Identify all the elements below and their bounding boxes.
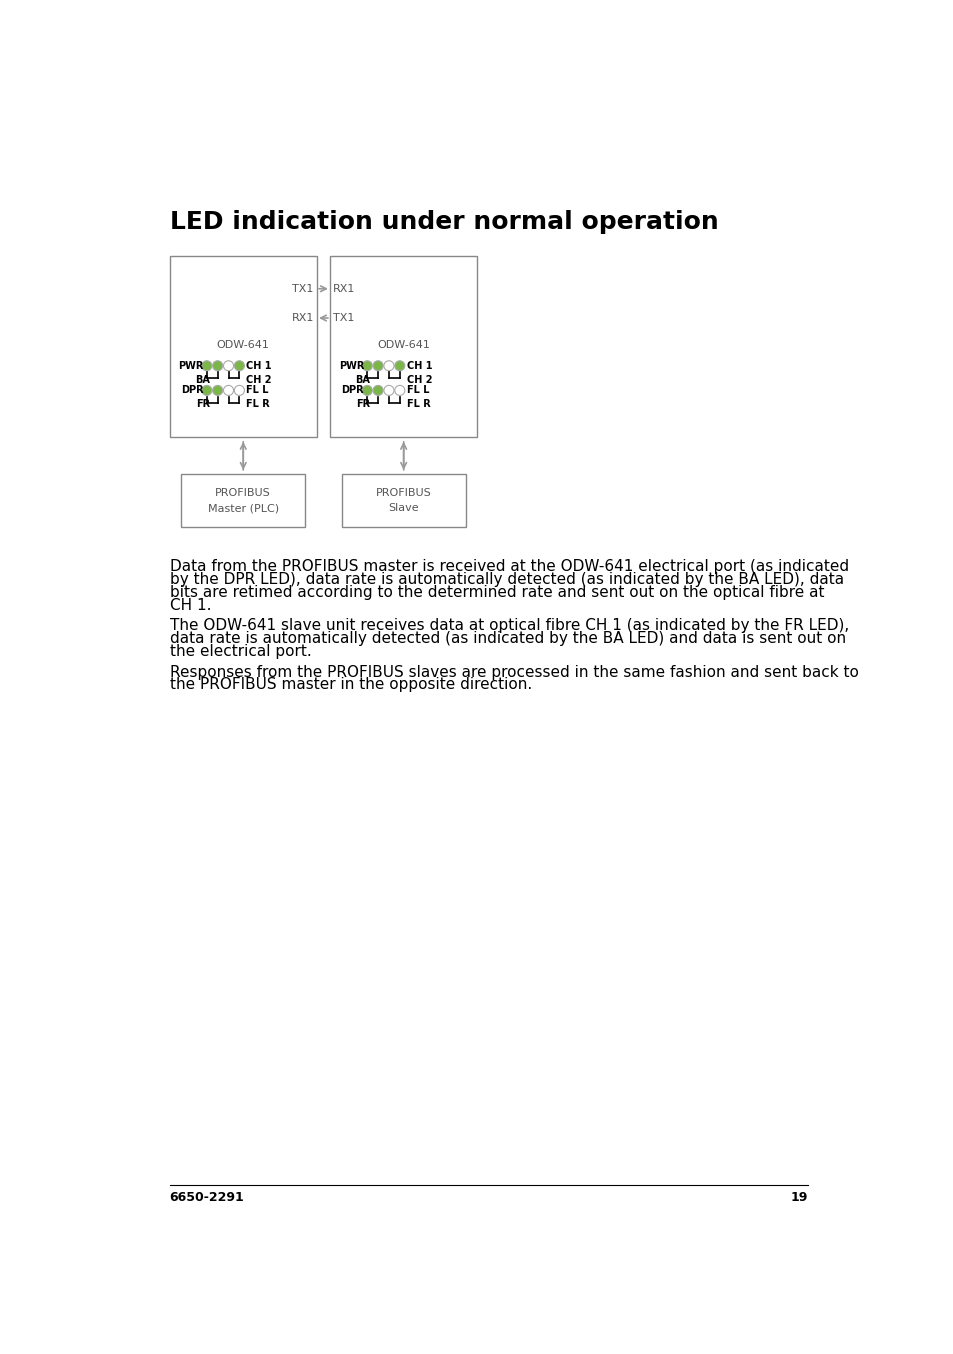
Text: FR: FR — [355, 399, 370, 409]
Text: DPR: DPR — [341, 386, 364, 395]
Text: Data from the PROFIBUS master is received at the ODW-641 electrical port (as ind: Data from the PROFIBUS master is receive… — [170, 559, 848, 574]
Text: PWR: PWR — [338, 360, 364, 371]
Text: the PROFIBUS master in the opposite direction.: the PROFIBUS master in the opposite dire… — [170, 677, 532, 692]
Bar — [181, 474, 305, 527]
Text: Responses from the PROFIBUS slaves are processed in the same fashion and sent ba: Responses from the PROFIBUS slaves are p… — [170, 665, 858, 680]
Text: PWR: PWR — [178, 360, 204, 371]
Text: CH 1: CH 1 — [406, 360, 432, 371]
Text: by the DPR LED), data rate is automatically detected (as indicated by the BA LED: by the DPR LED), data rate is automatica… — [170, 571, 842, 586]
Text: RX1: RX1 — [291, 313, 314, 324]
Circle shape — [234, 360, 244, 371]
Text: PROFIBUS: PROFIBUS — [215, 487, 271, 498]
Circle shape — [202, 386, 212, 395]
Text: the electrical port.: the electrical port. — [170, 645, 311, 659]
Text: PROFIBUS: PROFIBUS — [375, 487, 431, 498]
Text: FL L: FL L — [246, 386, 269, 395]
Circle shape — [362, 386, 372, 395]
Circle shape — [395, 360, 404, 371]
Text: TX1: TX1 — [333, 313, 355, 324]
Text: FR: FR — [195, 399, 210, 409]
Text: BA: BA — [194, 375, 210, 385]
Text: BA: BA — [355, 375, 370, 385]
Text: RX1: RX1 — [333, 284, 355, 294]
Text: bits are retimed according to the determined rate and sent out on the optical fi: bits are retimed according to the determ… — [170, 585, 823, 600]
Bar — [330, 256, 476, 437]
Text: DPR: DPR — [181, 386, 204, 395]
Circle shape — [234, 386, 244, 395]
Circle shape — [373, 360, 383, 371]
Circle shape — [383, 360, 394, 371]
Text: CH 2: CH 2 — [246, 375, 272, 385]
Text: Slave: Slave — [388, 504, 418, 513]
Circle shape — [213, 360, 222, 371]
Text: CH 1: CH 1 — [246, 360, 272, 371]
Text: ODW-641: ODW-641 — [376, 340, 430, 349]
Circle shape — [395, 386, 404, 395]
Text: Master (PLC): Master (PLC) — [208, 504, 278, 513]
Text: LED indication under normal operation: LED indication under normal operation — [170, 210, 718, 234]
Bar — [341, 474, 465, 527]
Circle shape — [383, 386, 394, 395]
Text: TX1: TX1 — [292, 284, 314, 294]
Bar — [170, 256, 316, 437]
Text: CH 1.: CH 1. — [170, 597, 211, 612]
Circle shape — [223, 386, 233, 395]
Text: The ODW-641 slave unit receives data at optical fibre CH 1 (as indicated by the : The ODW-641 slave unit receives data at … — [170, 619, 848, 634]
Text: data rate is automatically detected (as indicated by the BA LED) and data is sen: data rate is automatically detected (as … — [170, 631, 845, 646]
Text: ODW-641: ODW-641 — [216, 340, 270, 349]
Circle shape — [213, 386, 222, 395]
Text: FL L: FL L — [406, 386, 429, 395]
Circle shape — [362, 360, 372, 371]
Circle shape — [223, 360, 233, 371]
Circle shape — [373, 386, 383, 395]
Text: 6650-2291: 6650-2291 — [170, 1192, 244, 1204]
Text: FL R: FL R — [406, 399, 430, 409]
Text: CH 2: CH 2 — [406, 375, 432, 385]
Text: FL R: FL R — [246, 399, 270, 409]
Text: 19: 19 — [790, 1192, 807, 1204]
Circle shape — [202, 360, 212, 371]
